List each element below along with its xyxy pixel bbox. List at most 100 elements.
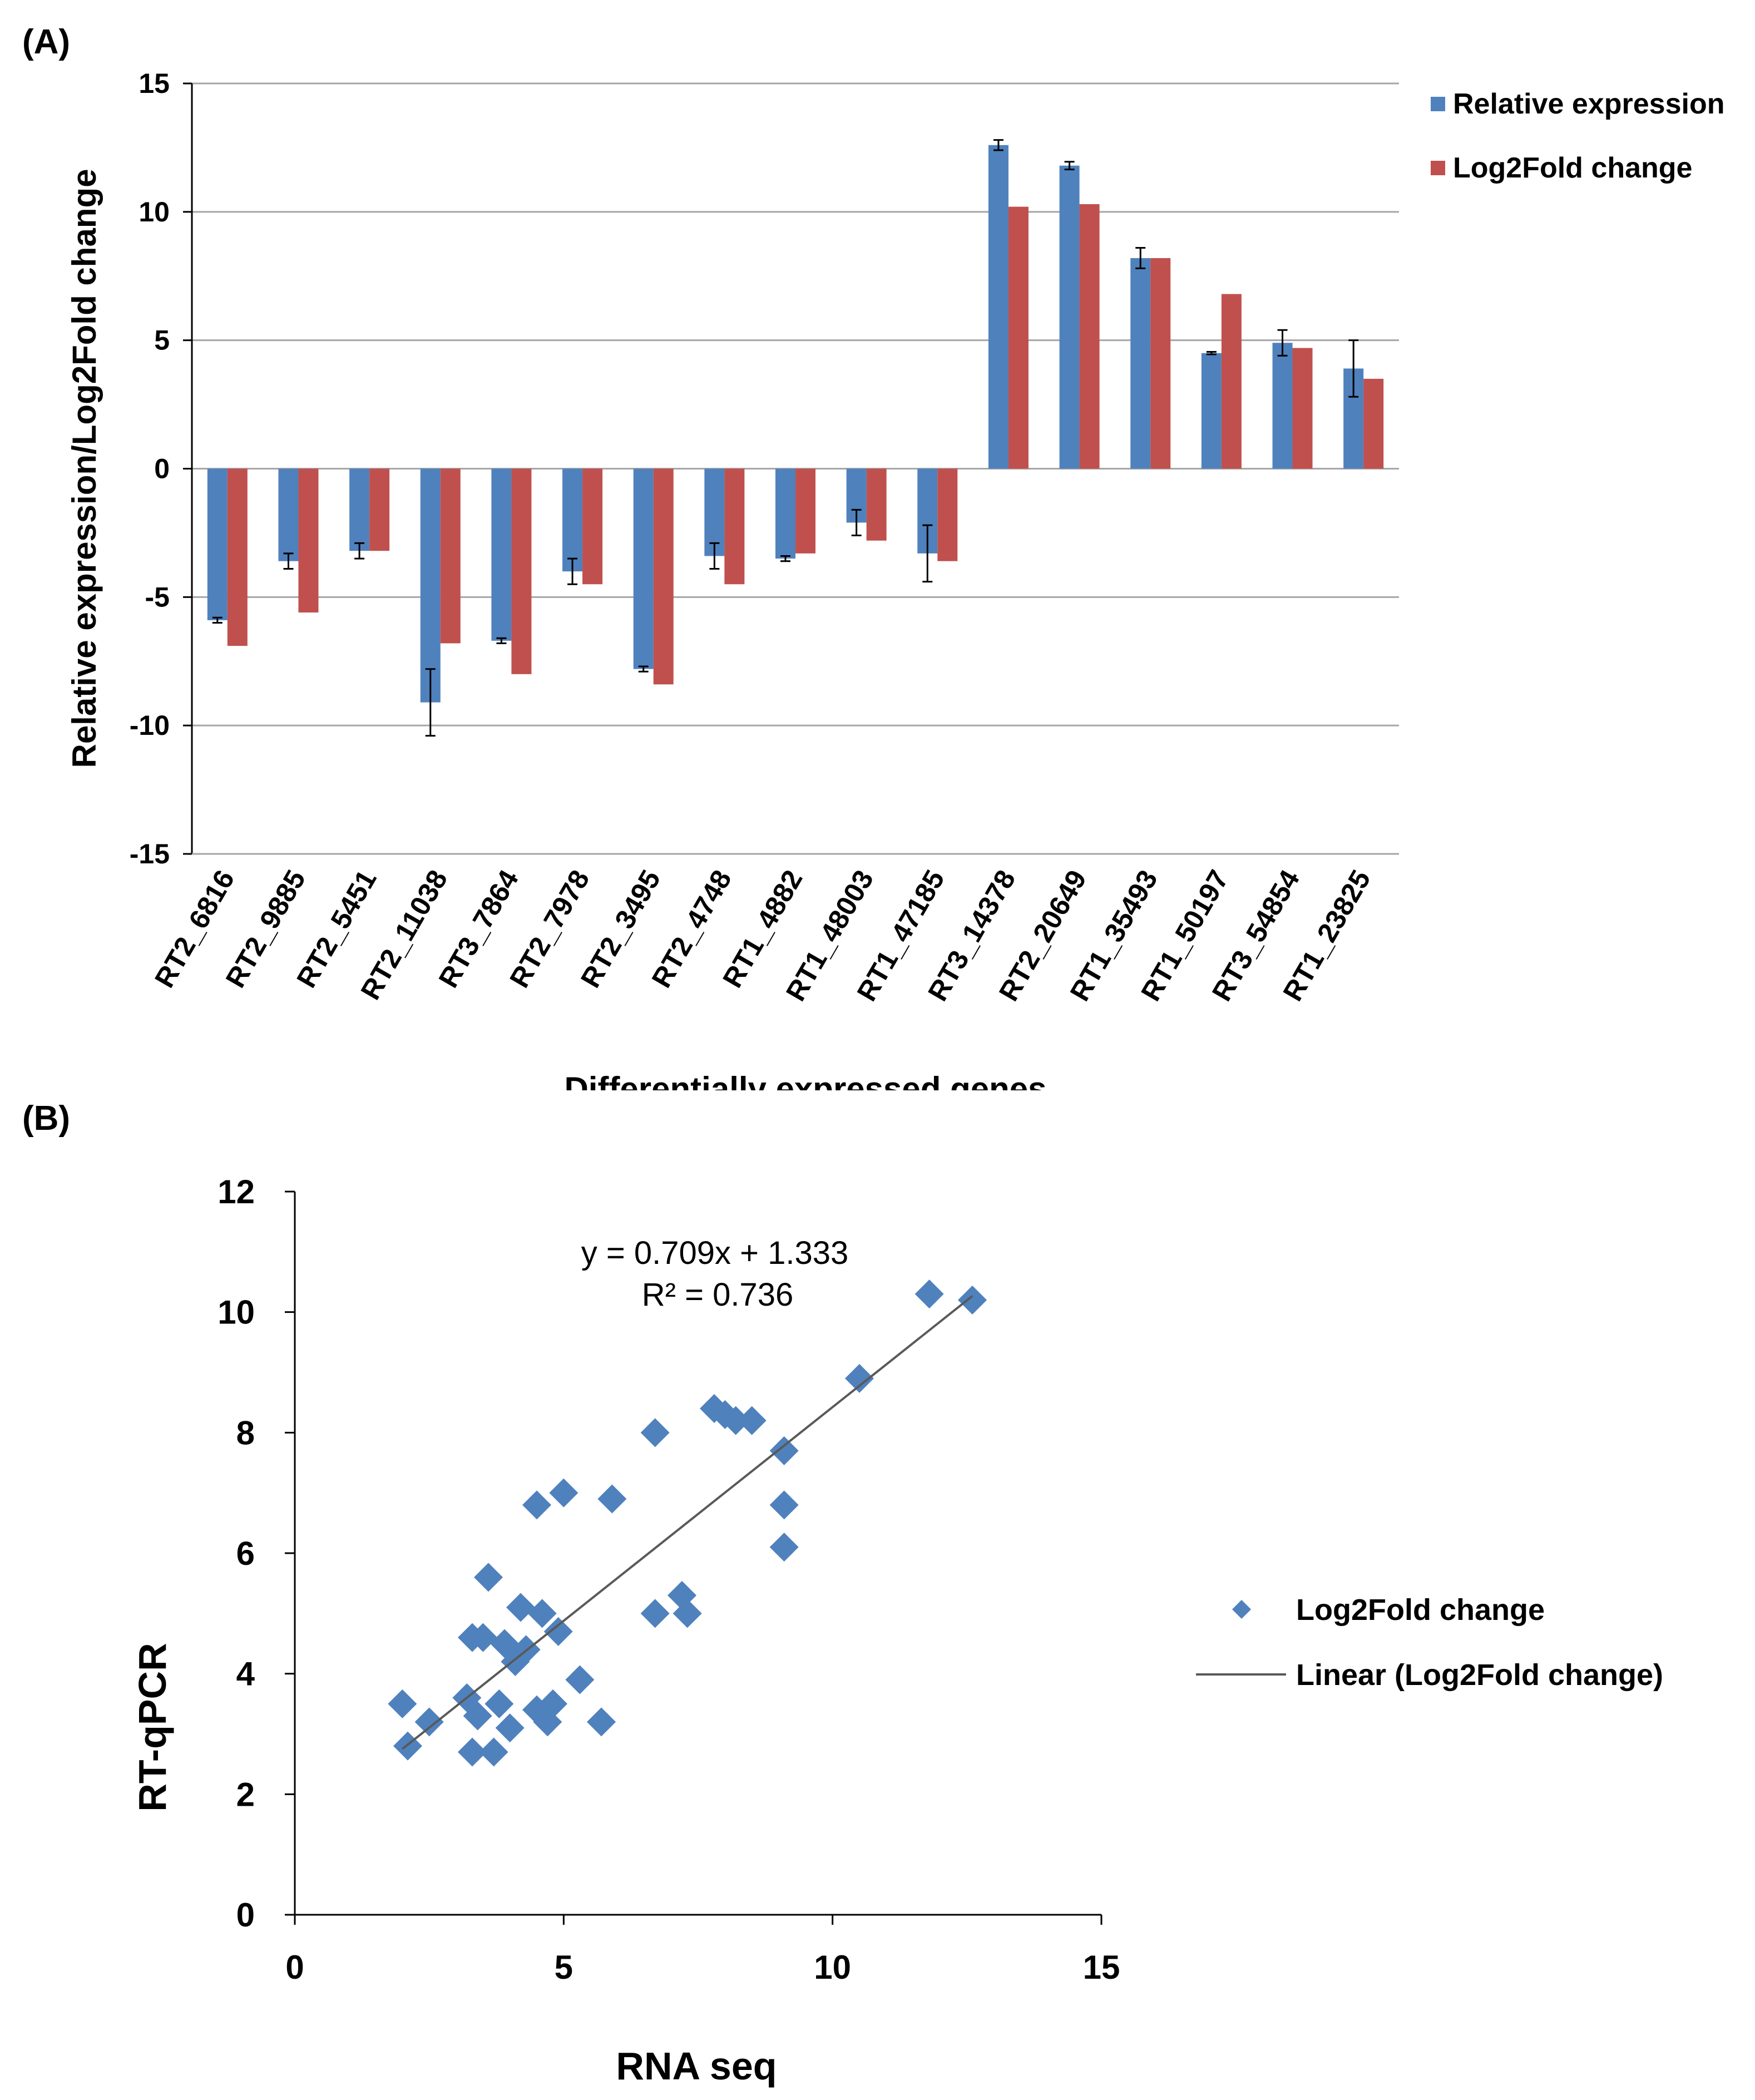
y-tick-label: 10 bbox=[217, 1294, 255, 1331]
bar-log2fold-change bbox=[1150, 258, 1171, 469]
bar-log2fold-change bbox=[1363, 378, 1384, 469]
error-bar bbox=[1277, 329, 1288, 357]
data-point bbox=[522, 1490, 551, 1520]
data-point bbox=[479, 1737, 508, 1767]
bar-relative-expression bbox=[1059, 165, 1080, 469]
y-tick-labels: 15 10 5 0 -5 -10 -15 bbox=[130, 68, 170, 869]
y-tick-label: 4 bbox=[236, 1656, 255, 1693]
x-tick-label: 0 bbox=[285, 1949, 304, 1986]
bar-log2fold-change bbox=[1221, 294, 1242, 469]
error-bar bbox=[780, 555, 790, 562]
legend-label: Relative expression bbox=[1453, 88, 1724, 120]
legend-swatch bbox=[1431, 161, 1445, 175]
data-point bbox=[543, 1617, 573, 1646]
error-bar bbox=[212, 616, 223, 624]
data-point bbox=[640, 1599, 670, 1628]
x-axis-title: RNA seq bbox=[616, 2044, 777, 2088]
error-bars bbox=[212, 139, 1359, 737]
x-tick-label: 15 bbox=[1083, 1949, 1120, 1986]
legend-swatch bbox=[1431, 97, 1445, 111]
bar-log2fold-change bbox=[653, 468, 674, 685]
bar-log2fold-change bbox=[937, 468, 958, 561]
data-point bbox=[958, 1286, 987, 1315]
legend-item: Log2Fold change bbox=[1431, 152, 1692, 184]
y-tick-label: 8 bbox=[236, 1414, 255, 1451]
trendline bbox=[402, 1295, 973, 1750]
category-labels: RT2_6816RT2_9885RT2_5451RT2_11038RT3_786… bbox=[149, 864, 1377, 1006]
data-point bbox=[845, 1363, 874, 1393]
grid-lines bbox=[192, 82, 1399, 727]
bar-relative-expression bbox=[278, 468, 299, 561]
bar-chart: 15 10 5 0 -5 -10 -15 RT2_6816RT2_9885RT2_5451R… bbox=[66, 68, 1724, 1090]
y-tick-label: 0 bbox=[236, 1896, 255, 1934]
bar-log2fold-change bbox=[866, 468, 887, 541]
bar-log2fold-change bbox=[1292, 348, 1313, 469]
legend: Log2Fold change Linear (Log2Fold change) bbox=[1196, 1593, 1663, 1692]
bar-log2fold-change bbox=[1079, 204, 1100, 469]
r-squared: R² = 0.736 bbox=[642, 1277, 793, 1313]
data-point bbox=[673, 1599, 702, 1628]
bar-relative-expression bbox=[349, 468, 370, 551]
error-bar bbox=[709, 542, 720, 570]
scatter-chart: 0 2 4 6 8 10 12 0 5 10 15 y = 0.709x + 1.333 R² =… bbox=[131, 1173, 1663, 2088]
x-axis-title: Differentially expressed genes bbox=[564, 1070, 1046, 1090]
bar-relative-expression bbox=[1201, 353, 1222, 469]
legend-label: Log2Fold change bbox=[1453, 152, 1692, 184]
bar-relative-expression bbox=[988, 145, 1008, 469]
bar-log2fold-change bbox=[1008, 206, 1029, 469]
error-bar bbox=[283, 552, 294, 570]
legend: Relative expression Log2Fold change bbox=[1431, 88, 1724, 184]
bar-log2fold-change bbox=[795, 468, 815, 554]
bar-relative-expression bbox=[420, 468, 441, 703]
data-point bbox=[474, 1563, 503, 1592]
x-tick-labels: 0 5 10 15 bbox=[285, 1949, 1120, 1986]
legend-item: Linear (Log2Fold change) bbox=[1196, 1658, 1663, 1692]
y-tick-label: 6 bbox=[236, 1535, 255, 1572]
legend-marker bbox=[1232, 1600, 1251, 1619]
data-point bbox=[565, 1665, 595, 1694]
y-tick-label: 15 bbox=[139, 68, 170, 99]
data-point bbox=[597, 1484, 627, 1514]
data-point bbox=[737, 1406, 767, 1435]
error-bar bbox=[1348, 339, 1359, 398]
data-point bbox=[485, 1689, 514, 1718]
bar-log2fold-change bbox=[511, 468, 532, 674]
data-point bbox=[721, 1406, 750, 1435]
bar-log2fold-change bbox=[369, 468, 390, 551]
legend-item: Relative expression bbox=[1431, 88, 1724, 120]
x-tick-label: 10 bbox=[814, 1949, 851, 1986]
data-point bbox=[769, 1533, 799, 1562]
data-point bbox=[468, 1623, 498, 1652]
bar-log2fold-change bbox=[582, 468, 603, 585]
y-tick-label: 2 bbox=[236, 1776, 255, 1813]
data-point bbox=[388, 1689, 417, 1718]
y-axis-title: Relative expression/Log2Fold change bbox=[66, 169, 103, 768]
bar-relative-expression bbox=[1130, 258, 1151, 469]
error-bar bbox=[425, 668, 436, 737]
error-bar bbox=[851, 508, 862, 537]
error-bar bbox=[993, 139, 1003, 151]
error-bar bbox=[1064, 161, 1075, 171]
data-point bbox=[914, 1279, 944, 1309]
trendline-line bbox=[402, 1295, 973, 1750]
error-bar bbox=[922, 524, 933, 583]
data-point bbox=[538, 1689, 567, 1718]
data-point bbox=[640, 1418, 670, 1447]
scatter-points bbox=[388, 1279, 987, 1767]
bar-relative-expression bbox=[1272, 343, 1293, 469]
bar-log2fold-change bbox=[440, 468, 461, 644]
data-point bbox=[414, 1707, 444, 1737]
y-axis-title: RT-qPCR bbox=[131, 1643, 174, 1811]
bar-relative-expression bbox=[562, 468, 583, 572]
x-tick-label: 5 bbox=[555, 1949, 573, 1986]
data-point bbox=[587, 1707, 616, 1737]
regression-equation: y = 0.709x + 1.333 bbox=[581, 1235, 848, 1271]
bar-relative-expression bbox=[491, 468, 512, 641]
data-point bbox=[527, 1599, 557, 1628]
data-point bbox=[769, 1490, 799, 1520]
legend-label: Linear (Log2Fold change) bbox=[1296, 1658, 1663, 1692]
y-tick-labels: 0 2 4 6 8 10 12 bbox=[217, 1173, 255, 1934]
error-bar bbox=[1135, 246, 1146, 269]
axes bbox=[183, 82, 1399, 855]
bar-log2fold-change bbox=[298, 468, 319, 613]
